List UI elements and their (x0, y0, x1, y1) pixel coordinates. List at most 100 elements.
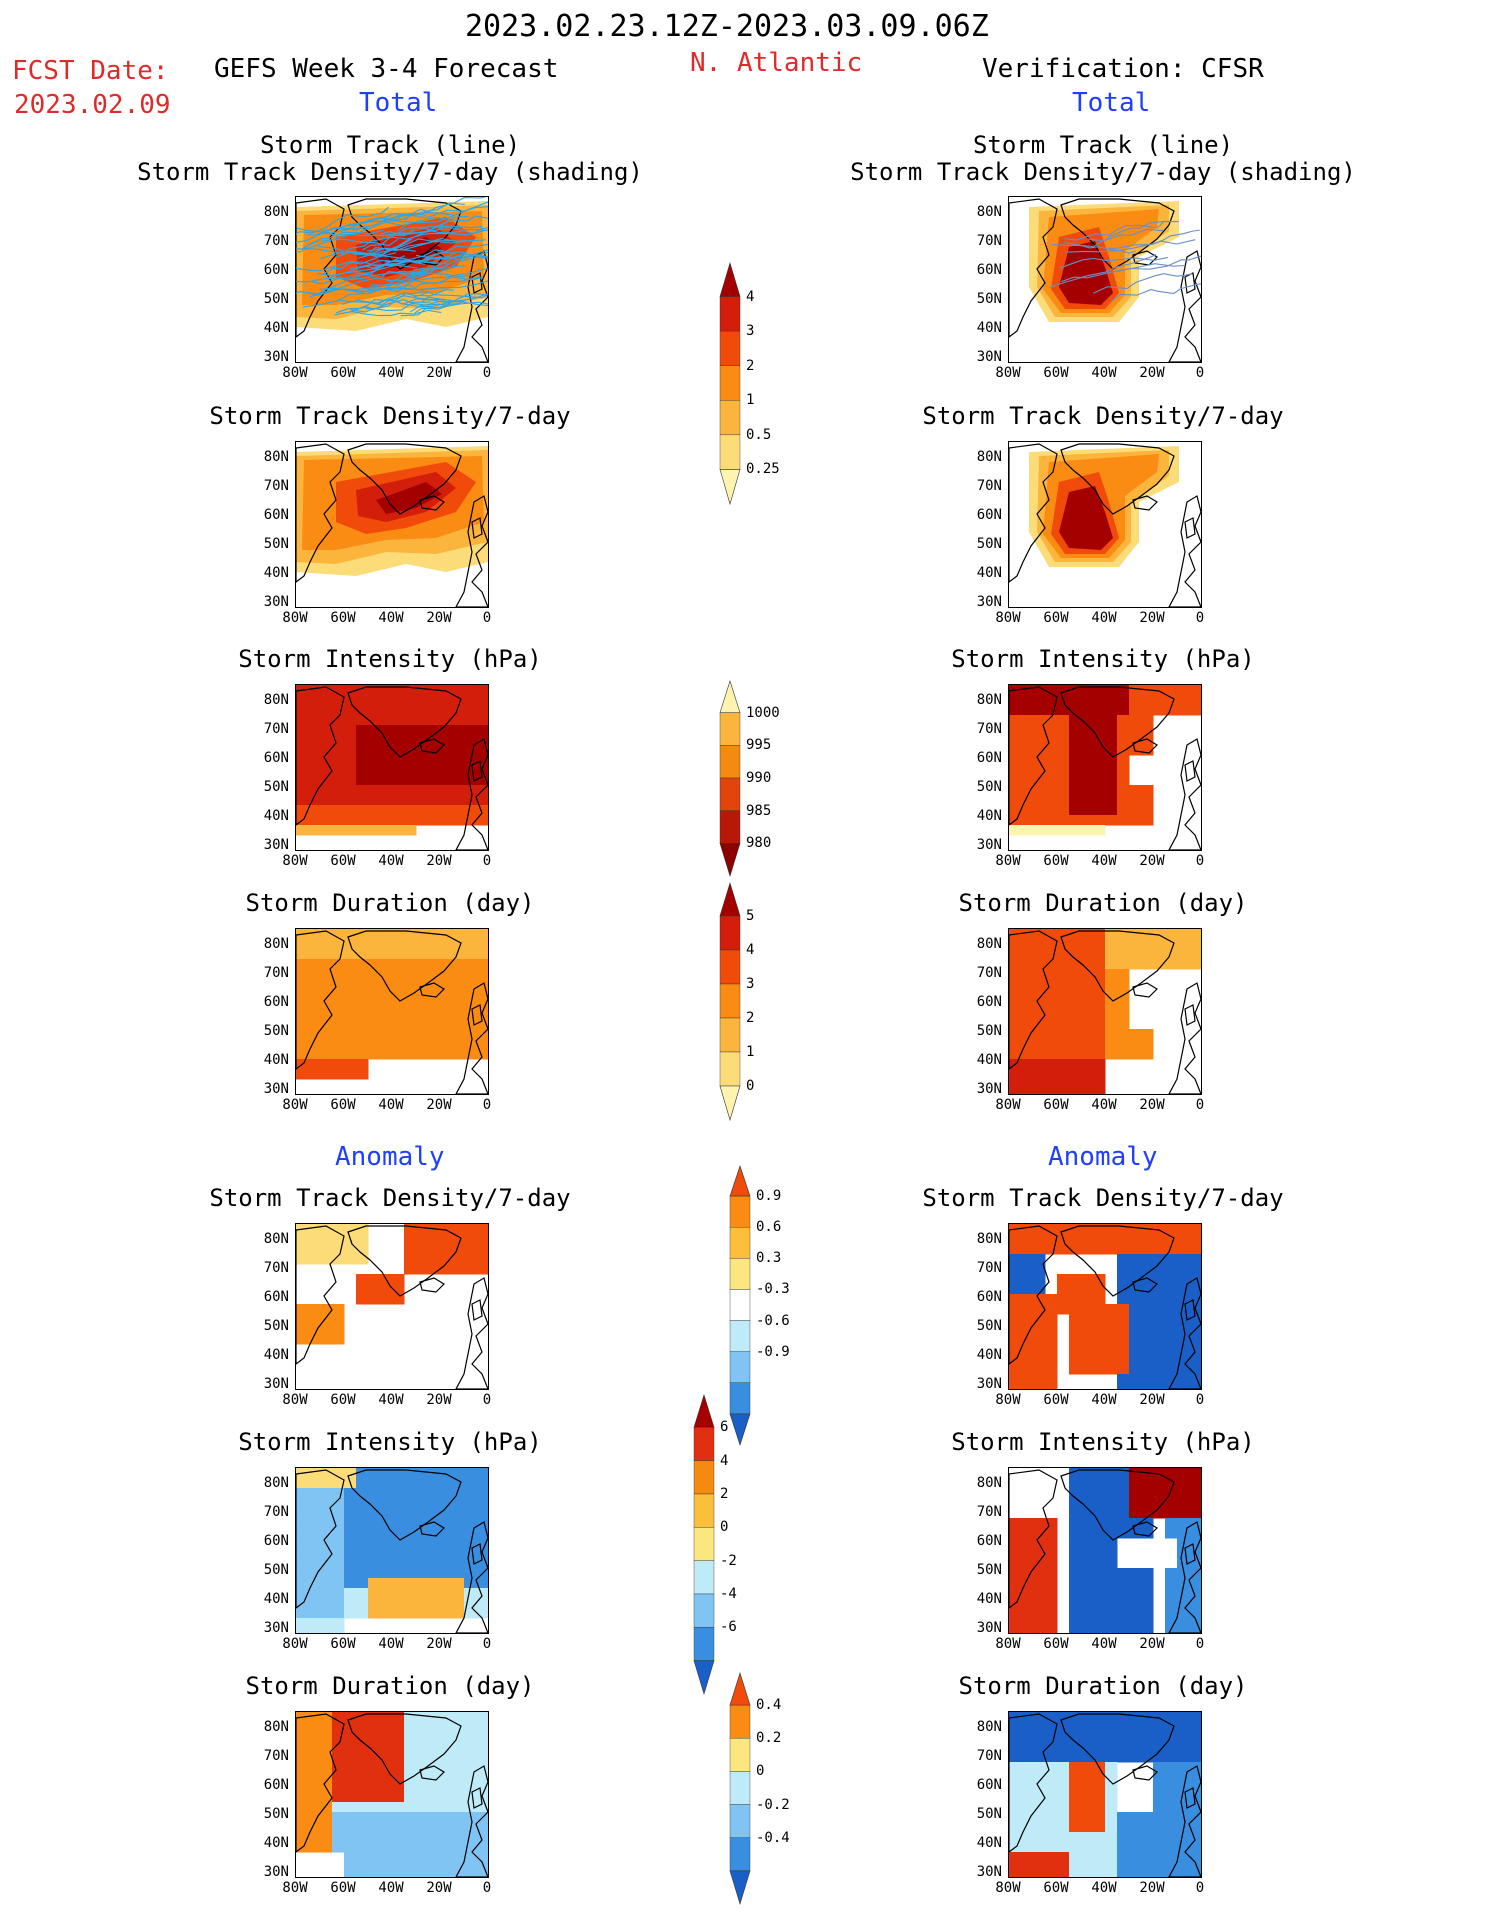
grid-cell (1081, 1782, 1094, 1793)
grid-cell (320, 1019, 333, 1030)
grid-cell (320, 1558, 333, 1569)
grid-cell (1189, 1488, 1201, 1499)
grid-cell (1081, 1508, 1094, 1519)
grid-cell (308, 765, 321, 776)
grid-cell (1177, 1294, 1190, 1305)
grid-cell (404, 1244, 417, 1255)
grid-cell (1117, 795, 1130, 806)
grid-cell (476, 1019, 488, 1030)
grid-cell (1069, 1538, 1082, 1549)
grid-cell (296, 1568, 309, 1579)
grid-cell (332, 979, 345, 990)
grid-cell (1081, 1842, 1094, 1853)
coastline-uk (471, 1543, 483, 1565)
grid-cell (440, 1538, 453, 1549)
grid-cell (452, 1832, 465, 1843)
grid-cell (416, 1872, 429, 1877)
grid-cell (356, 949, 369, 960)
grid-cell (392, 1812, 405, 1823)
grid-cell (1177, 1608, 1190, 1619)
grid-cell (344, 1742, 357, 1753)
grid-cell (1069, 735, 1082, 746)
grid-cell (1069, 1039, 1082, 1050)
grid-cell (344, 1802, 357, 1813)
grid-cell (1033, 1254, 1046, 1265)
grid-cell (1177, 1722, 1190, 1733)
grid-cell (1141, 1244, 1154, 1255)
grid-cell (1093, 1498, 1106, 1509)
grid-cell (368, 1832, 381, 1843)
grid-cell (320, 1508, 333, 1519)
grid-cell (464, 1732, 477, 1743)
grid-cell (440, 1732, 453, 1743)
grid-cell (416, 1712, 429, 1723)
grid-cell (344, 1792, 357, 1803)
grid-cell (1045, 1852, 1058, 1863)
grid-cell (1045, 815, 1058, 826)
grid-cell (368, 1752, 381, 1763)
grid-cell (332, 745, 345, 756)
grid-cell (1093, 1334, 1106, 1345)
grid-cell (1165, 1618, 1178, 1629)
grid-cell (332, 1792, 345, 1803)
grid-cell (1141, 1508, 1154, 1519)
grid-cell (464, 1558, 477, 1569)
lon-label: 20W (1139, 1880, 1165, 1896)
colorbar-segment (729, 1227, 751, 1259)
colorbar-segment (693, 1560, 715, 1595)
grid-cell (368, 1488, 381, 1499)
grid-cell (1009, 1334, 1022, 1345)
colorbar-label: 990 (746, 770, 772, 786)
grid-cell (1009, 949, 1022, 960)
grid-cell (296, 745, 309, 756)
colorbar-segment (729, 1195, 751, 1228)
grid-cell (1081, 1478, 1094, 1489)
grid-cell (1105, 1732, 1118, 1743)
map-anom-density-right (1008, 1223, 1202, 1390)
grid-cell (1069, 929, 1082, 940)
grid-cell (404, 765, 417, 776)
grid-cell (1033, 1732, 1046, 1743)
grid-cell (356, 1039, 369, 1050)
grid-cell (404, 745, 417, 756)
lon-label: 20W (426, 365, 452, 381)
grid-cell (476, 1588, 488, 1599)
grid-cell (392, 1488, 405, 1499)
grid-cell (1117, 815, 1130, 826)
grid-cell (1129, 1478, 1142, 1489)
coastline-europe (455, 1765, 488, 1877)
grid-cell (356, 1548, 369, 1559)
grid-cell (1129, 959, 1142, 970)
grid-cell (1141, 1618, 1154, 1629)
grid-cell (1129, 1722, 1142, 1733)
storm-track-line (1108, 229, 1200, 249)
grid-cell (296, 725, 309, 736)
grid-cell (1033, 735, 1046, 746)
colorbar-segment (719, 330, 741, 366)
grid-cell (380, 1488, 393, 1499)
grid-cell (1105, 1019, 1118, 1030)
grid-cell (428, 1762, 441, 1773)
grid-cell (416, 1608, 429, 1619)
grid-cell (356, 969, 369, 980)
coastline-canadaArch (296, 1469, 345, 1609)
grid-cell (1033, 939, 1046, 950)
grid-cell (1081, 825, 1094, 836)
grid-cell (1141, 1264, 1154, 1275)
grid-cell (404, 989, 417, 1000)
lon-label: 80W (282, 1097, 308, 1113)
grid-cell (308, 755, 321, 766)
grid-cell (452, 795, 465, 806)
grid-cell (1129, 1608, 1142, 1619)
title-left-track-shading: Storm Track Density/7-day (shading) (137, 158, 643, 186)
grid-cell (1177, 1284, 1190, 1295)
grid-cell (1105, 1344, 1118, 1355)
grid-cell (416, 1244, 429, 1255)
grid-cell (308, 1772, 321, 1783)
grid-cell (392, 1478, 405, 1489)
grid-cell (1153, 1304, 1166, 1315)
grid-cell (1105, 755, 1118, 766)
grid-cell (380, 1508, 393, 1519)
grid-cell (416, 1224, 429, 1235)
grid-cell (476, 705, 488, 716)
